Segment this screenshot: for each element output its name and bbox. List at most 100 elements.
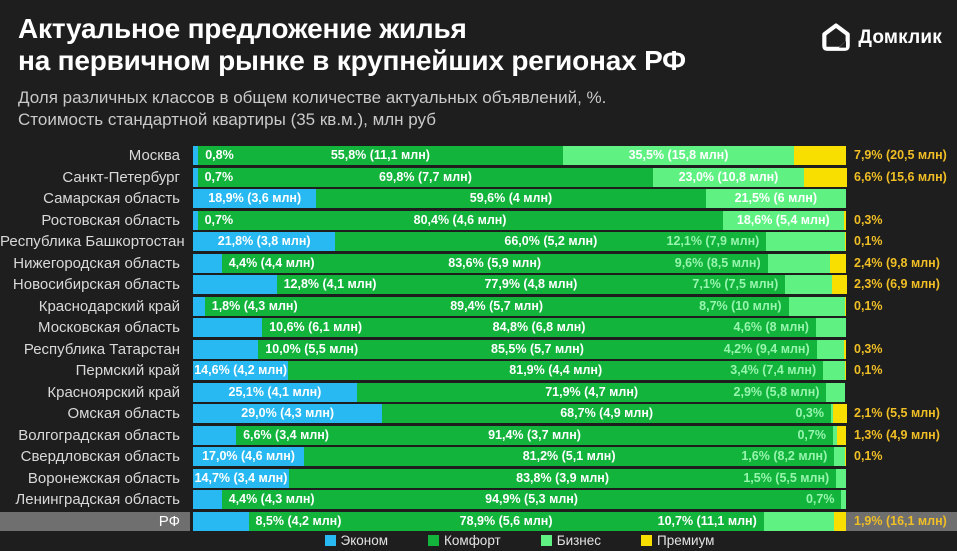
segment-premium (844, 339, 846, 359)
segment-comfort (335, 232, 767, 251)
segment-business (763, 511, 834, 531)
bar-stack: 10,6% (6,1 млн) 84,8% (6,8 млн) 4,6% (8 мл… (193, 318, 846, 337)
chart-row: Краснодарский край 1,8% (4,3 млн) 89,4% (5… (0, 296, 957, 316)
segment-econom (193, 167, 198, 187)
segment-econom (193, 361, 289, 380)
chart-row: Ростовская область 0,7% 80,4% (4,6 млн) 18,… (0, 210, 957, 230)
chart-row: Республика Башкортостан 21,8% (3,8 млн) 66… (0, 232, 957, 251)
premium-swatch-icon (641, 535, 653, 546)
segment-label: 12,1% (7,9 млн) (666, 234, 760, 248)
chart-row: Пермский край 14,6% (4,2 млн) 81,9% (4,4 м… (0, 361, 957, 380)
legend: Эконом Комфорт Бизнес Премиум (193, 534, 846, 547)
legend-item-comfort: Комфорт (428, 534, 501, 547)
chart-row: Санкт-Петербург 0,7% 69,8% (7,7 млн) 23,0% … (0, 167, 957, 187)
segment-business (766, 232, 846, 251)
chart-row: Ленинградская область 4,4% (4,3 млн) 94,9%… (0, 490, 957, 509)
region-label: Красноярский край (47, 383, 180, 401)
bar-stack: 1,8% (4,3 млн) 89,4% (5,7 млн) 8,7% (10 мл… (193, 296, 846, 316)
segment-econom (193, 189, 317, 208)
page-subtitle: Доля различных классов в общем количеств… (18, 87, 686, 131)
segment-label: 0,8% (205, 148, 234, 162)
legend-label: Бизнес (556, 533, 602, 548)
segment-label: 1,6% (8,2 млн) (741, 449, 828, 463)
segment-comfort (288, 468, 837, 488)
segment-label: 4,4% (4,4 млн) (228, 255, 315, 270)
segment-label: 8,5% (4,2 млн) (255, 513, 342, 528)
econom-swatch-icon (324, 535, 336, 546)
segment-comfort (356, 382, 827, 402)
segment-label: 0,7% (204, 169, 234, 184)
segment-label: 2,9% (5,8 млн) (733, 384, 820, 399)
region-label: Республика Татарстан (23, 340, 180, 358)
chart-row: РФ 8,5% (4,2 млн) 78,9% (5,6 млн) 10,7% (11… (0, 511, 957, 531)
bar-stack: 10,0% (5,5 млн) 85,5% (5,7 млн) 4,2% (9,4 … (193, 339, 846, 359)
house-icon (821, 23, 851, 53)
segment-business (823, 361, 846, 380)
region-label: Свердловская область (20, 448, 180, 465)
bar-stack: 0,8% 55,8% (11,1 млн) 35,5% (15,8 млн) (193, 146, 846, 165)
segment-premium (831, 275, 847, 294)
segment-premium (803, 167, 847, 187)
logo-text: Домклик (858, 27, 942, 48)
segment-label: 84,8% (6,8 млн) (492, 320, 586, 334)
segment-econom (193, 296, 205, 316)
segment-premium (845, 232, 846, 251)
segment-label: 17,0% (4,6 млн) (202, 449, 295, 463)
bar-stack: 21,8% (3,8 млн) 66,0% (5,2 млн) 12,1% (7,9… (193, 232, 846, 251)
page-subtitle-line1: Доля различных классов в общем количеств… (18, 87, 607, 107)
chart: Москва 0,8% 55,8% (11,1 млн) 35,5% (15,8 мл… (0, 146, 957, 531)
segment-business (562, 146, 795, 165)
segment-label: 55,8% (11,1 млн) (330, 148, 430, 162)
region-label: Ленинградская область (15, 491, 180, 508)
segment-econom (193, 447, 304, 466)
segment-label: 78,9% (5,6 млн) (459, 513, 553, 528)
segment-business (705, 189, 846, 208)
page-title-line1: Актуальное предложение жилья (18, 13, 467, 44)
segment-label: 69,8% (7,7 млн) (379, 169, 472, 184)
region-label: Ростовская область (41, 211, 180, 229)
region-label: Республика Башкортостан (0, 233, 185, 250)
segment-business (722, 210, 845, 230)
chart-row: Республика Татарстан 10,0% (5,5 млн) 85,5%… (0, 339, 957, 359)
chart-row: Москва 0,8% 55,8% (11,1 млн) 35,5% (15,8 мл… (0, 146, 957, 165)
premium-outside-label: 6,6% (15,6 млн) (854, 169, 947, 184)
segment-label: 66,0% (5,2 млн) (504, 234, 598, 248)
segment-comfort (204, 296, 789, 316)
domclick-logo: Домклик (821, 23, 942, 53)
region-label: Воронежская область (27, 469, 180, 487)
segment-label: 81,9% (4,4 млн) (509, 363, 603, 377)
segment-comfort (276, 275, 786, 294)
segment-business (834, 447, 845, 466)
premium-outside-label (846, 318, 957, 337)
page-title-line2: на первичном рынке в крупнейших регионах… (18, 45, 686, 77)
segment-business (826, 382, 846, 402)
bar-stack: 8,5% (4,2 млн) 78,9% (5,6 млн) 10,7% (11,1… (193, 511, 846, 531)
segment-label: 4,2% (9,4 млн) (723, 341, 810, 356)
segment-premium (833, 511, 846, 531)
segment-label: 18,9% (3,6 млн) (208, 191, 302, 205)
segment-label: 8,7% (10 млн) (699, 298, 782, 313)
segment-comfort (221, 490, 842, 509)
segment-label: 77,9% (4,8 млн) (484, 277, 578, 291)
premium-outside-label: 0,1% (854, 449, 883, 463)
segment-econom (193, 210, 198, 230)
segment-label: 7,1% (7,5 млн) (692, 277, 779, 291)
segment-premium (845, 361, 846, 380)
segment-label: 83,6% (5,9 млн) (448, 255, 542, 270)
comfort-swatch-icon (428, 535, 440, 546)
segment-econom (193, 382, 357, 402)
segment-business (836, 468, 846, 488)
segment-econom (193, 253, 222, 273)
header: Актуальное предложение жилья на первично… (18, 13, 686, 131)
region-label: Новосибирская область (12, 276, 180, 293)
region-label: Нижегородская область (13, 254, 180, 272)
premium-outside-label (846, 383, 957, 402)
premium-outside-label: 2,1% (5,5 млн) (854, 406, 940, 420)
premium-outside-label: 2,4% (9,8 млн) (854, 255, 940, 270)
segment-label: 6,6% (3,4 млн) (243, 427, 329, 442)
premium-outside-label: 2,3% (6,9 млн) (854, 277, 940, 291)
segment-label: 14,7% (3,4 млн) (194, 470, 288, 485)
segment-label: 68,7% (4,9 млн) (560, 406, 654, 420)
legend-label: Комфорт (444, 533, 501, 548)
page-title: Актуальное предложение жилья на первично… (18, 13, 686, 78)
